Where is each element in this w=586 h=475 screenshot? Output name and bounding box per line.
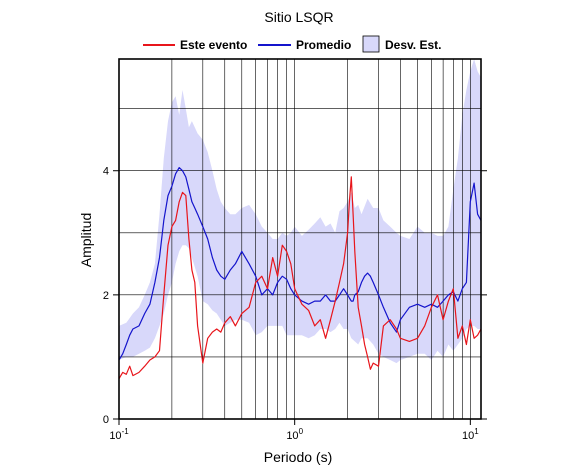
legend-label-desv: Desv. Est. (385, 38, 441, 52)
y-axis-label: Amplitud (78, 213, 94, 267)
legend: Este evento Promedio Desv. Est. (143, 35, 441, 53)
x-tick-label-0: 10-1 (109, 427, 129, 442)
chart-title: Sitio LSQR (264, 9, 333, 25)
x-tick-label-1: 100 (286, 427, 303, 442)
plot-frame (118, 58, 482, 420)
legend-label-promedio: Promedio (296, 38, 351, 52)
x-axis-label: Periodo (s) (264, 449, 332, 465)
x-tick-label-2: 101 (462, 427, 479, 442)
plot-area: 0 2 4 10-1 100 101 (103, 58, 487, 442)
legend-label-evento: Este evento (180, 38, 247, 52)
std-dev-band (119, 59, 481, 364)
y-tick-label-2: 4 (103, 166, 109, 178)
legend-swatch-desv (362, 35, 380, 53)
series-line-evento (118, 176, 482, 380)
y-tick-label-0: 0 (103, 414, 109, 426)
series-line-promedio (118, 167, 482, 361)
y-tick-label-1: 2 (103, 290, 109, 302)
